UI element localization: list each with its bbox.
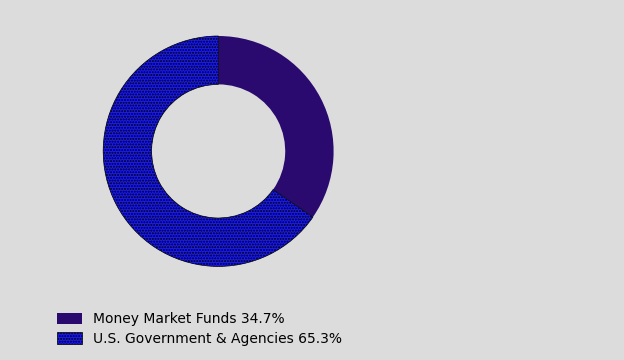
Wedge shape: [103, 36, 313, 266]
Legend: Money Market Funds 34.7%, U.S. Government & Agencies 65.3%: Money Market Funds 34.7%, U.S. Governmen…: [57, 312, 342, 346]
Wedge shape: [218, 36, 334, 217]
